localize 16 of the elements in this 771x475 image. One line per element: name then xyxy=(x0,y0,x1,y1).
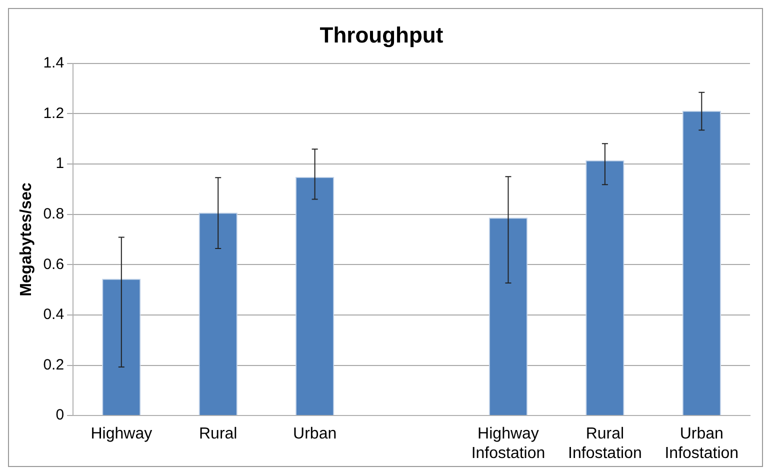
y-tick-label: 1.2 xyxy=(43,104,64,122)
y-tick-label: 0 xyxy=(56,406,64,424)
x-tick-label: Urban xyxy=(293,426,337,443)
y-tick-label: 1 xyxy=(56,155,64,172)
x-tick-label: Urban Infostation xyxy=(664,426,739,462)
y-tick-label: 0.6 xyxy=(43,256,64,273)
y-tick-label: 0.4 xyxy=(43,306,64,324)
chart-title: Throughput xyxy=(320,22,444,48)
y-axis-title: Megabytes/sec xyxy=(18,182,36,296)
y-tick-label: 0.8 xyxy=(43,205,64,222)
x-tick-label: Highway Infostation xyxy=(471,426,546,462)
y-tick-label: 1.4 xyxy=(43,54,64,72)
x-tick-label: Rural xyxy=(198,426,238,443)
x-tick-label: Rural Infostation xyxy=(568,426,642,462)
x-tick-label: Highway xyxy=(90,426,152,443)
y-tick-label: 0.2 xyxy=(43,356,64,374)
